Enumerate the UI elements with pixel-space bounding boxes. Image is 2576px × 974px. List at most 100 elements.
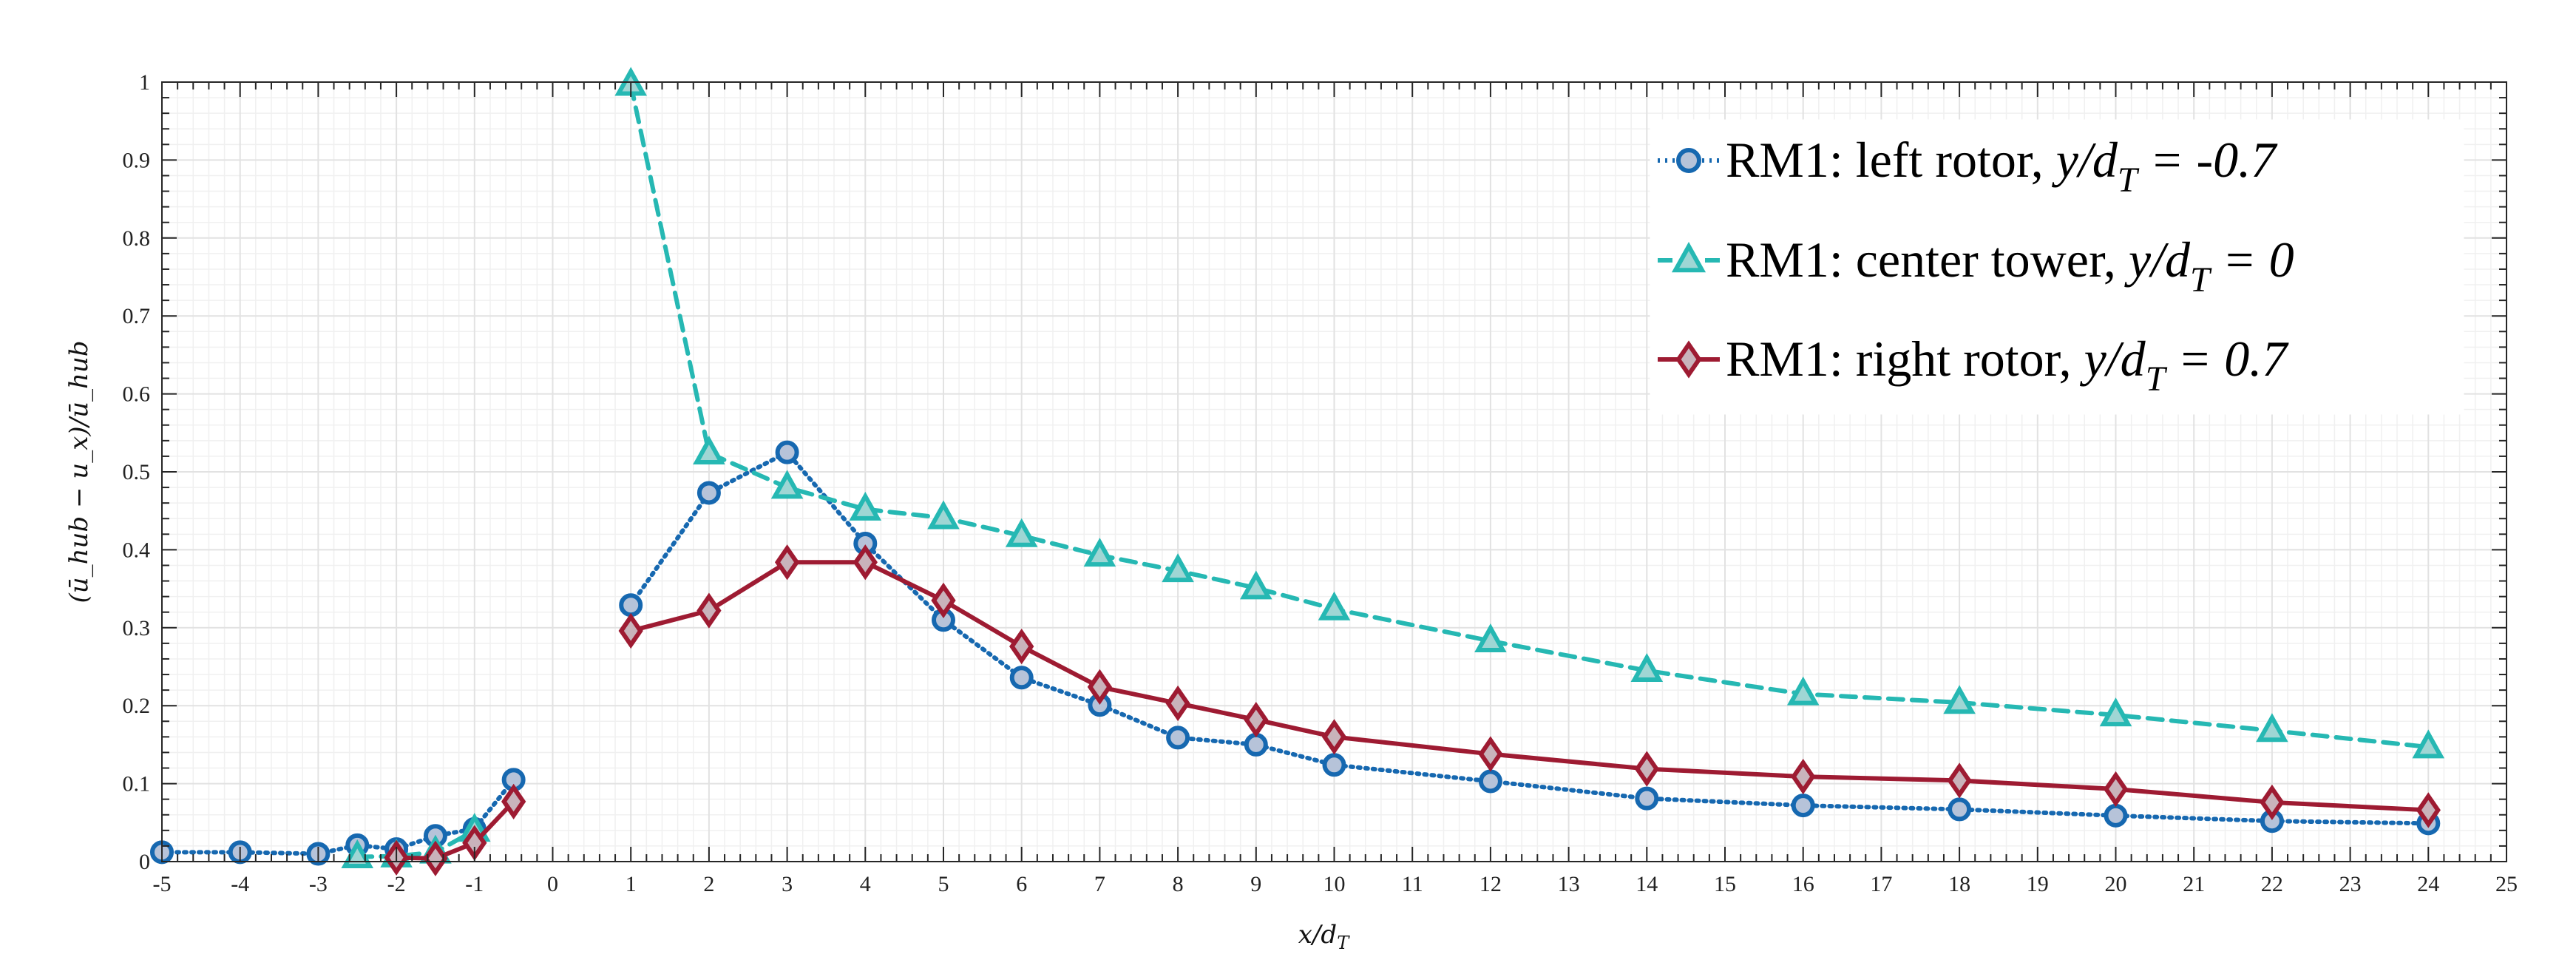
y-tick-labels: 0 0.1 0.2 0.3 0.4 0.5 0.6 0.7 0.8 0.9 1	[123, 70, 151, 874]
data-point	[774, 544, 800, 581]
legend-marker	[1675, 340, 1702, 379]
data-point	[341, 839, 374, 868]
data-point	[696, 481, 721, 505]
y-tick-label: 0.2	[123, 694, 151, 718]
data-point	[1322, 753, 1346, 777]
x-axis-label: x/dT	[1298, 920, 1350, 953]
x-tick-labels: -5 -4 -3 -2 -1 0 1 2 3 4 5 6 7 8 9 10 11 12 13 14 15 16 17 18 19…	[153, 872, 2518, 896]
x-tick-label: 8	[1173, 872, 1184, 896]
data-point	[2416, 792, 2441, 828]
data-point	[619, 593, 643, 618]
x-tick-label: 13	[1558, 872, 1580, 896]
y-tick-label: 0	[139, 850, 150, 874]
legend-item-1: RM1: left rotor, y/dT = -0.7	[1658, 132, 2278, 200]
data-point	[1162, 553, 1194, 583]
data-point	[927, 500, 960, 530]
data-point	[1634, 751, 1659, 787]
legend-item-3: RM1: right rotor, y/dT = 0.7	[1658, 331, 2289, 399]
data-point	[1244, 702, 1269, 738]
legend: RM1: left rotor, y/dT = -0.7 RM1: center …	[1650, 119, 2464, 415]
data-point	[1474, 623, 1507, 653]
data-point	[1948, 797, 1972, 822]
x-tick-label: 1	[626, 872, 637, 896]
data-point	[2103, 771, 2129, 808]
y-tick-label: 0.8	[123, 226, 151, 251]
series-line	[628, 82, 2431, 750]
data-point	[618, 612, 643, 649]
y-tick-label: 0.1	[123, 772, 151, 797]
data-point	[693, 436, 725, 464]
data-point	[1009, 666, 1034, 690]
data-point	[1943, 685, 1976, 714]
x-tick-label: 23	[2339, 872, 2362, 896]
data-point	[1791, 794, 1815, 818]
x-tick-label: 21	[2183, 872, 2205, 896]
x-tick-label: 6	[1016, 872, 1027, 896]
data-point	[775, 440, 799, 464]
data-point	[1005, 518, 1038, 547]
legend-marker	[1671, 241, 1706, 273]
data-point	[849, 491, 882, 521]
x-tick-label: -2	[387, 872, 406, 896]
data-point	[2099, 697, 2132, 727]
data-point	[2412, 729, 2445, 759]
data-point	[1240, 570, 1272, 600]
legend-marker	[1676, 148, 1701, 173]
x-tick-label: 9	[1250, 872, 1261, 896]
data-point	[931, 582, 956, 619]
x-tick-label: 10	[1323, 872, 1346, 896]
data-point	[1166, 726, 1190, 750]
legend-label: RM1: left rotor, y/dT = -0.7	[1726, 132, 2278, 200]
data-point	[1009, 628, 1034, 665]
x-tick-label: 25	[2495, 872, 2518, 896]
x-tick-label: -1	[465, 872, 484, 896]
data-point	[1791, 758, 1816, 795]
y-tick-label: 0.7	[123, 304, 151, 328]
x-tick-label: 15	[1714, 872, 1736, 896]
series-line	[355, 828, 477, 859]
data-point	[423, 840, 448, 876]
legend-item-2: RM1: center tower, y/dT = 0	[1658, 231, 2294, 300]
x-tick-label: 0	[547, 872, 558, 896]
y-tick-label: 0.9	[123, 148, 151, 172]
x-tick-label: -3	[309, 872, 328, 896]
x-tick-label: 20	[2105, 872, 2127, 896]
x-tick-label: 5	[938, 872, 949, 896]
data-point	[1478, 769, 1502, 794]
legend-label: RM1: center tower, y/dT = 0	[1726, 231, 2294, 300]
y-tick-label: 1	[139, 70, 150, 95]
legend-label: RM1: right rotor, y/dT = 0.7	[1726, 331, 2289, 399]
data-point	[1635, 786, 1659, 811]
x-tick-label: 22	[2261, 872, 2283, 896]
x-tick-label: 17	[1870, 872, 1892, 896]
x-tick-label: 24	[2417, 872, 2439, 896]
data-point	[1786, 676, 1820, 706]
data-point	[1087, 669, 1113, 706]
x-tick-label: 2	[703, 872, 714, 896]
x-tick-label: 19	[2027, 872, 2049, 896]
data-point	[1321, 719, 1347, 755]
data-point	[1947, 762, 1972, 799]
x-tick-label: 11	[1402, 872, 1423, 896]
y-tick-label: 0.3	[123, 616, 151, 640]
data-point	[1630, 653, 1664, 683]
legend-box	[1650, 119, 2464, 415]
y-tick-label: 0.6	[123, 382, 151, 407]
data-point	[1318, 591, 1351, 620]
data-point	[1083, 538, 1116, 567]
x-tick-label: 18	[1948, 872, 1970, 896]
x-tick-label: 7	[1094, 872, 1105, 896]
x-tick-label: 14	[1636, 872, 1658, 896]
x-tick-label: 4	[860, 872, 871, 896]
x-tick-label: 12	[1479, 872, 1502, 896]
series-3	[384, 544, 2441, 876]
data-point	[1165, 685, 1190, 722]
data-point	[2256, 713, 2288, 743]
x-tick-label: -5	[153, 872, 172, 896]
data-point	[696, 592, 722, 629]
x-tick-label: 3	[782, 872, 793, 896]
series-layer	[150, 67, 2445, 876]
tick-marks	[161, 81, 2507, 862]
y-axis-label: (ū_hub − u_x)/ū_hub	[64, 340, 94, 603]
x-tick-label: 16	[1792, 872, 1814, 896]
